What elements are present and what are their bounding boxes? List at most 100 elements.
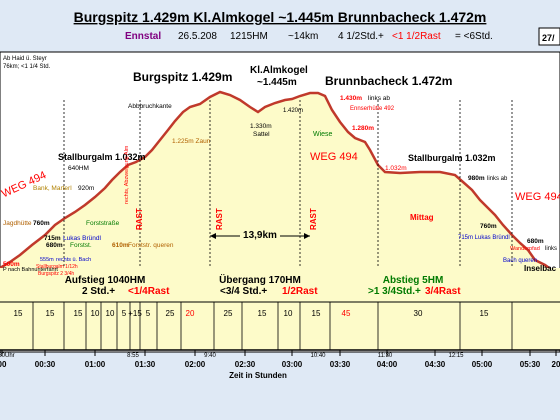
label-stallburgalm-right: Stallburgalm 1.032m [408, 153, 496, 163]
segment-minute-8: 25 [166, 309, 175, 318]
label-abbruchkante: Abbbruchkante [128, 103, 172, 110]
label-mittag: Mittag [410, 213, 434, 222]
label-links-ab: links ab [368, 95, 390, 102]
segment-minute-7: 5 [146, 309, 151, 318]
label-760-right: 760m [480, 223, 497, 230]
clock-mark-4: 11:30 [378, 353, 393, 359]
segment-minute-9: 20 [186, 309, 195, 318]
label-nach-bahn: P nach Bahnunterfahrt [3, 267, 58, 273]
axis-tick-label-6: 03:00 [282, 360, 303, 369]
distance-arrow-left-head [210, 233, 216, 239]
clock-mark-1: 8:55 [127, 353, 139, 359]
label-680-right: 680m [527, 238, 544, 245]
label-forststr-queren: Forststr. queren [128, 242, 174, 249]
label-wanderpfad: Wanderpfad [510, 246, 540, 252]
label-sattel: Sattel [253, 131, 270, 138]
label-burgspitz-small: Burgspitz 2 3/4h [38, 271, 74, 277]
segment-minute-1: 15 [46, 309, 55, 318]
axis-tick-label-0: 00 [0, 360, 7, 369]
axis-tick-label-4: 02:00 [185, 360, 206, 369]
axis-tick-label-9: 04:30 [425, 360, 446, 369]
segment-minute-3: 10 [91, 309, 100, 318]
peak-almkogel-height: ~1.445m [257, 77, 297, 88]
label-555: 555m [40, 257, 54, 263]
corner-box-text: 27/ [542, 33, 555, 43]
ascent-label: 1215HM [230, 31, 268, 42]
label-lukas: Lukas Bründl [63, 235, 101, 242]
peak-burgspitz: Burgspitz 1.429m [133, 70, 232, 84]
rast-marker-2: RAST [215, 208, 224, 230]
segment-minute-0: 15 [14, 309, 23, 318]
clock-mark-5: 12:15 [448, 353, 464, 359]
label-inselbach: Inselbac [524, 264, 557, 273]
label-stallburgalm-left: Stallburgalm 1.032m [58, 152, 146, 162]
time-axis-ticks: 00 00:30 01:00 01:30 02:00 02:30 03:00 03:30 04:… [0, 350, 560, 369]
summary-abstieg-title: Abstieg 5HM [383, 275, 444, 286]
summary-uebergang-title: Übergang 170HM [219, 273, 301, 286]
peak-almkogel: Kl.Almkogel [250, 65, 308, 76]
label-jagdhuette: Jagdhütte [3, 220, 32, 227]
label-680: 680m [46, 242, 63, 249]
summary-band [0, 268, 560, 302]
axis-tick-label-11: 05:30 [520, 360, 541, 369]
label-610: 610m [112, 242, 129, 249]
segment-minute-14: 45 [342, 309, 351, 318]
distance-label-bg [240, 227, 280, 241]
clock-marks: 7:30Uhr 8:55 9:40 10:40 11:30 12:15 [0, 353, 464, 359]
clock-mark-2: 9:40 [204, 353, 216, 359]
label-760: 760m [33, 220, 50, 227]
summary-abstieg-time: >1 3/4Std.+ [368, 286, 421, 297]
label-zaun: 1.225m Zaun [172, 138, 211, 145]
corner-box [538, 27, 560, 46]
start-note-2: 76km; <1 1/4 Std. [3, 64, 51, 70]
segment-minute-4: 10 [106, 309, 115, 318]
summary-abstieg-rest: 3/4Rast [425, 286, 461, 297]
summary-uebergang-time: <3/4 Std.+ [220, 286, 267, 297]
axis-tick-label-10: 05:00 [472, 360, 493, 369]
label-links-ab-2: links ab [487, 176, 508, 182]
label-500: 500m [3, 261, 20, 268]
page-title: Burgspitz 1.429m Kl.Almkogel ~1.445m Bru… [74, 9, 487, 25]
label-920: 920m [78, 185, 94, 192]
date-label: 26.5.208 [178, 31, 217, 42]
label-980: 980m [468, 175, 485, 182]
minute-dividers [32, 302, 513, 350]
distance-center-label: 13,9km [243, 230, 277, 241]
segment-minute-12: 10 [284, 309, 293, 318]
label-stallburgalm-small: Stallburgalm 1/12h [36, 264, 78, 270]
weg-label-center: WEG 494 [310, 151, 358, 163]
region-label: Ennstal [125, 31, 161, 42]
summary-uebergang-rest: 1/2Rast [282, 286, 318, 297]
axis-tick-label-12: 20 [552, 360, 560, 369]
elevation-line [0, 90, 560, 274]
time-main-label: 4 1/2Std.+ [338, 31, 384, 42]
label-bach-queren: Bach queren [503, 258, 537, 264]
start-note-1: Ab Haid ü. Steyr [3, 56, 47, 62]
time-axis-title: Zeit in Stunden [229, 371, 287, 380]
peak-brunnbacheck: Brunnbacheck 1.472m [325, 74, 452, 88]
axis-tick-label-8: 04:00 [377, 360, 398, 369]
rast-marker-3: RAST [309, 208, 318, 230]
label-forststrasse: Forststraße [86, 220, 120, 227]
segment-minute-13: 15 [312, 309, 321, 318]
segment-minute-5: 5 [122, 309, 127, 318]
clock-mark-3: 10:40 [310, 353, 326, 359]
time-rest-label: <1 1/2Rast [392, 31, 441, 42]
label-1280: 1.280m [352, 125, 374, 132]
label-links: links [545, 246, 557, 252]
label-forstst: Forstst. [70, 242, 92, 249]
label-rechts-bach: rechts ü. Bach [56, 257, 91, 263]
axis-tick-label-5: 02:30 [235, 360, 256, 369]
summary-aufstieg-title: Aufstieg 1040HM [65, 275, 146, 286]
summary-aufstieg-time: 2 Std.+ [82, 286, 115, 297]
label-sattel-height: 1.330m [250, 123, 272, 130]
label-wiese: Wiese [313, 131, 333, 138]
axis-tick-label-1: 00:30 [35, 360, 56, 369]
segment-minute-16: 15 [480, 309, 489, 318]
weg-label-right: WEG 494 [515, 191, 560, 203]
rast-marker-1: RAST [135, 208, 144, 230]
label-715: 715m [44, 235, 61, 242]
segment-minute-15: 30 [414, 309, 423, 318]
